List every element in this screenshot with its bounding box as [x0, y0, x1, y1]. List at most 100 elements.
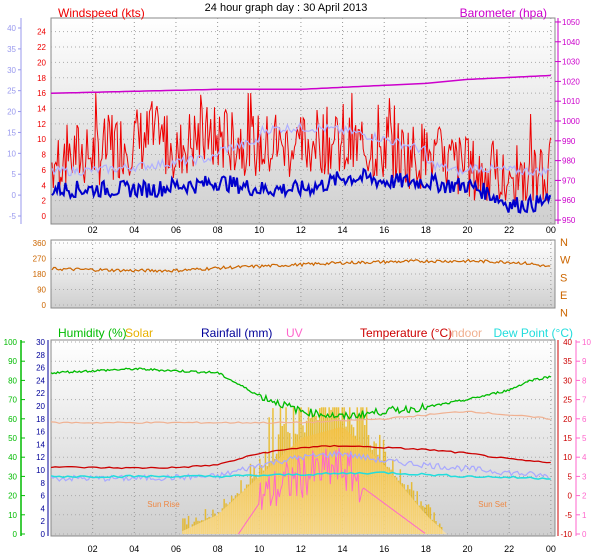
rainfall-tick: 4: [41, 504, 46, 513]
wind-x-tick: 14: [338, 225, 348, 235]
solar-bar: [187, 515, 190, 534]
wind-x-tick: 20: [463, 225, 473, 235]
baro-tick: 1050: [562, 18, 580, 27]
indoor-label: Indoor: [448, 326, 482, 340]
dir-compass-label: N: [560, 308, 568, 320]
wind-light-series: [51, 121, 551, 178]
temp-tick: 40: [563, 338, 572, 347]
wind-outer-tick: 5: [12, 170, 17, 179]
graph-title: 24 hour graph day : 30 April 2013: [205, 2, 368, 14]
uv-tick: 1: [582, 511, 587, 520]
humidity-tick: 30: [8, 472, 17, 481]
dir-compass-label: N: [560, 237, 568, 249]
humidity-tick: 20: [8, 492, 17, 501]
rainfall-tick: 30: [36, 338, 45, 347]
humidity-tick: 100: [4, 338, 18, 347]
wind-kts-tick: 16: [37, 89, 46, 98]
dir-tick: 180: [33, 270, 47, 279]
temp-x-tick: 04: [129, 544, 139, 554]
wind-kts-tick: 10: [37, 135, 46, 144]
wind-kts-tick: 14: [37, 104, 46, 113]
humidity-tick: 0: [13, 530, 18, 539]
wind-x-tick: 16: [379, 225, 389, 235]
uv-tick: 8: [582, 376, 587, 385]
wind-x-tick: 04: [129, 225, 139, 235]
temp-x-tick: 16: [379, 544, 389, 554]
rainfall-tick: 12: [36, 453, 45, 462]
sun-set-label: Sun Set: [478, 500, 507, 509]
rainfall-label: Rainfall (mm): [201, 326, 272, 340]
temp-tick: -5: [565, 511, 573, 520]
baro-tick: 1030: [562, 58, 580, 67]
uv-tick: 7: [582, 396, 587, 405]
wind-x-tick: 00: [546, 225, 556, 235]
rainfall-tick: 20: [36, 402, 45, 411]
windspeed-label: Windspeed (kts): [58, 6, 145, 20]
wind-kts-tick: 2: [42, 197, 47, 206]
direction-series: [51, 258, 551, 273]
wind-kts-tick: 4: [42, 181, 47, 190]
rainfall-tick: 22: [36, 389, 45, 398]
humidity-tick: 90: [8, 357, 17, 366]
baro-tick: 980: [562, 157, 576, 166]
dir-tick: 0: [42, 301, 47, 310]
chill-series: [50, 450, 550, 483]
dir-tick: 270: [33, 255, 47, 264]
baro-tick: 1010: [562, 97, 580, 106]
humidity-tick: 60: [8, 415, 17, 424]
solar-label: Solar: [125, 326, 153, 340]
uv-tick: 9: [582, 357, 587, 366]
wind-x-tick: 06: [171, 225, 181, 235]
wind-outer-tick: 35: [7, 45, 16, 54]
wind-x-tick: 08: [213, 225, 223, 235]
temp-tick: 25: [563, 396, 572, 405]
temp-tick: 10: [563, 453, 572, 462]
temp-tick: 20: [563, 415, 572, 424]
uv-tick: 2: [582, 492, 587, 501]
humidity-tick: 50: [8, 434, 17, 443]
dir-tick: 360: [33, 239, 47, 248]
rainfall-tick: 16: [36, 428, 45, 437]
uv-tick: 5: [582, 434, 587, 443]
temp-x-tick: 14: [338, 544, 348, 554]
rainfall-tick: 14: [36, 440, 45, 449]
temp-x-tick: 06: [171, 544, 181, 554]
temp-tick: 15: [563, 434, 572, 443]
baro-tick: 970: [562, 176, 576, 185]
uv-tick: 3: [582, 472, 587, 481]
temperature-series: [50, 444, 551, 470]
wind-outer-tick: 40: [7, 24, 16, 33]
temp-x-tick: 08: [213, 544, 223, 554]
uv-tick: 4: [582, 453, 587, 462]
sun-rise-label: Sun Rise: [147, 500, 180, 509]
wind-x-tick: 18: [421, 225, 431, 235]
uv-tick: 10: [582, 338, 591, 347]
temp-tick: -10: [560, 530, 572, 539]
wind-kts-tick: 0: [42, 212, 47, 221]
rainfall-tick: 6: [41, 492, 46, 501]
rainfall-tick: 8: [41, 479, 46, 488]
rainfall-tick: 2: [41, 517, 46, 526]
wind-outer-tick: 25: [7, 87, 16, 96]
windspeed-series: [51, 93, 552, 202]
baro-tick: 950: [562, 216, 576, 225]
dewpoint-label: Dew Point (°C): [494, 326, 573, 340]
baro-tick: 1000: [562, 117, 580, 126]
temp-tick: 5: [568, 472, 573, 481]
dir-compass-label: E: [560, 290, 567, 302]
wind-x-tick: 12: [296, 225, 306, 235]
humidity-tick: 40: [8, 453, 17, 462]
baro-tick: 1020: [562, 77, 580, 86]
solar-bar: [184, 518, 186, 534]
wind-outer-tick: 20: [7, 108, 16, 117]
wind-x-tick: 02: [88, 225, 98, 235]
baro-tick: 1040: [562, 38, 580, 47]
wind-outer-tick: 0: [12, 191, 17, 200]
rainfall-tick: 18: [36, 415, 45, 424]
barometer-series: [50, 74, 551, 95]
rainfall-tick: 10: [36, 466, 45, 475]
temp-x-tick: 20: [463, 544, 473, 554]
baro-tick: 960: [562, 196, 576, 205]
wind-kts-tick: 12: [37, 120, 46, 129]
